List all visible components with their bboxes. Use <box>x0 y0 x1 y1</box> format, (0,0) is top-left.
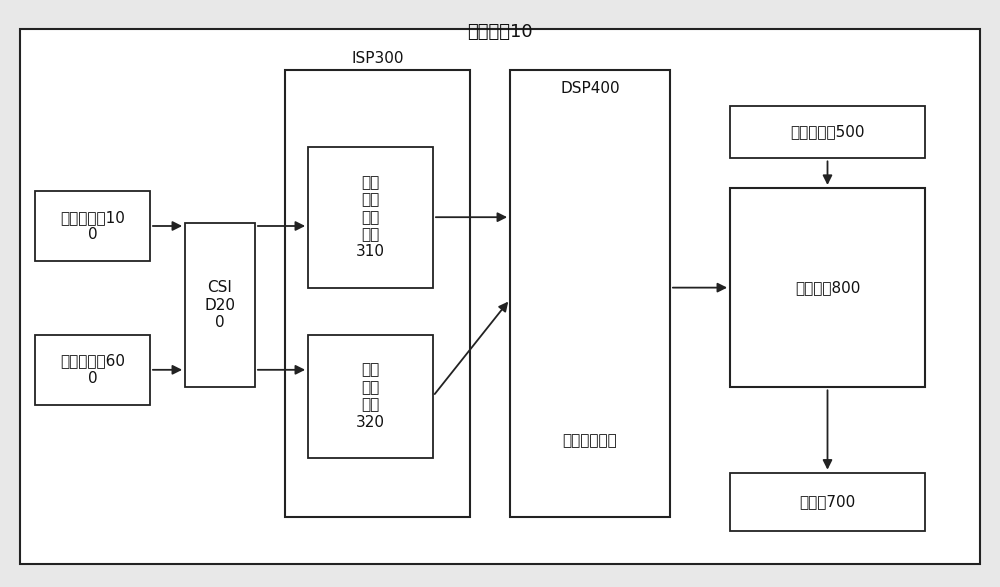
Text: 显示屏700: 显示屏700 <box>799 494 856 510</box>
Bar <box>730 188 925 387</box>
Text: ISP300: ISP300 <box>351 51 404 66</box>
Bar <box>308 147 433 288</box>
Bar <box>35 191 150 261</box>
Bar <box>730 106 925 158</box>
Bar <box>285 70 470 517</box>
Bar <box>510 70 670 517</box>
Text: 第二摄像头60
0: 第二摄像头60 0 <box>60 353 125 386</box>
Text: 图像
前端
接口
320: 图像 前端 接口 320 <box>356 363 385 430</box>
Text: 电子设备10: 电子设备10 <box>467 23 533 42</box>
Bar <box>35 335 150 405</box>
Text: 运动传感器500: 运动传感器500 <box>790 124 865 140</box>
Text: 第一摄像头10
0: 第一摄像头10 0 <box>60 210 125 242</box>
Text: 人脸检测算法: 人脸检测算法 <box>563 433 617 448</box>
Text: CSI
D20
0: CSI D20 0 <box>205 281 236 330</box>
Text: DSP400: DSP400 <box>560 80 620 96</box>
Text: 主处理器800: 主处理器800 <box>795 280 860 295</box>
Text: 轻量
图像
前端
接口
310: 轻量 图像 前端 接口 310 <box>356 175 385 259</box>
Bar <box>730 473 925 531</box>
Bar <box>185 223 255 387</box>
Bar <box>308 335 433 458</box>
